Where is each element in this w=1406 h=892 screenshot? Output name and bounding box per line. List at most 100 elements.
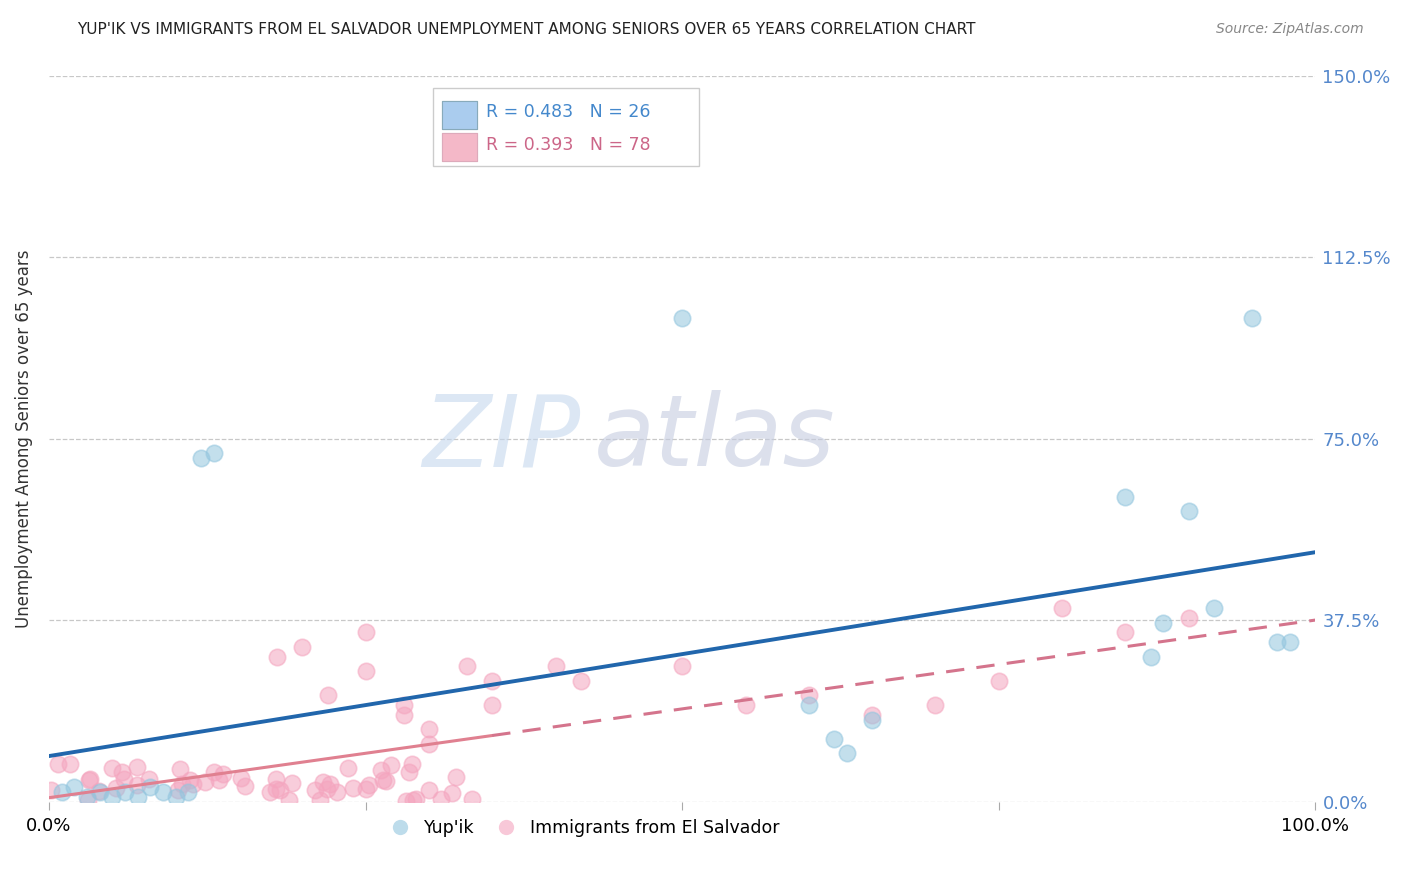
- Point: [544, 659, 567, 673]
- Point: [357, 778, 380, 792]
- FancyBboxPatch shape: [441, 133, 477, 161]
- Point: [336, 761, 359, 775]
- Text: R = 0.393   N = 78: R = 0.393 N = 78: [486, 136, 651, 153]
- Point: [405, 792, 427, 806]
- Point: [316, 689, 339, 703]
- FancyBboxPatch shape: [441, 101, 477, 128]
- Point: [304, 783, 326, 797]
- Point: [127, 778, 149, 792]
- Point: [169, 762, 191, 776]
- Point: [177, 785, 200, 799]
- Point: [77, 772, 100, 787]
- Point: [860, 713, 883, 727]
- Point: [987, 673, 1010, 688]
- Point: [179, 773, 201, 788]
- Point: [202, 446, 225, 460]
- Point: [370, 763, 392, 777]
- Point: [1178, 504, 1201, 518]
- Y-axis label: Unemployment Among Seniors over 65 years: Unemployment Among Seniors over 65 years: [15, 250, 32, 628]
- Point: [89, 785, 111, 799]
- Point: [152, 785, 174, 799]
- Point: [76, 790, 98, 805]
- Point: [278, 793, 301, 807]
- Point: [671, 659, 693, 673]
- Point: [398, 764, 420, 779]
- Point: [269, 783, 291, 797]
- Point: [315, 781, 337, 796]
- Point: [354, 625, 377, 640]
- Point: [212, 767, 235, 781]
- Point: [139, 780, 162, 795]
- FancyBboxPatch shape: [441, 133, 477, 161]
- Point: [373, 772, 395, 787]
- Point: [46, 756, 69, 771]
- Point: [204, 765, 226, 780]
- Point: [456, 659, 478, 673]
- Point: [127, 790, 149, 805]
- Point: [860, 707, 883, 722]
- Point: [734, 698, 756, 712]
- Point: [569, 673, 592, 688]
- Point: [309, 793, 332, 807]
- FancyBboxPatch shape: [433, 88, 699, 166]
- Point: [1114, 625, 1136, 640]
- Point: [1178, 611, 1201, 625]
- Point: [208, 773, 231, 788]
- Point: [312, 775, 335, 789]
- Point: [51, 785, 73, 799]
- Legend: Yup'ik, Immigrants from El Salvador: Yup'ik, Immigrants from El Salvador: [375, 813, 786, 844]
- Point: [266, 772, 288, 786]
- Text: YUP'IK VS IMMIGRANTS FROM EL SALVADOR UNEMPLOYMENT AMONG SENIORS OVER 65 YEARS C: YUP'IK VS IMMIGRANTS FROM EL SALVADOR UN…: [77, 22, 976, 37]
- Point: [167, 782, 190, 797]
- Point: [89, 783, 111, 797]
- Point: [924, 698, 946, 712]
- Text: Source: ZipAtlas.com: Source: ZipAtlas.com: [1216, 22, 1364, 37]
- Point: [1241, 310, 1264, 325]
- Point: [1050, 601, 1073, 615]
- Point: [39, 783, 62, 797]
- Point: [1114, 490, 1136, 504]
- Point: [402, 793, 425, 807]
- Point: [395, 794, 418, 808]
- Point: [291, 640, 314, 654]
- Point: [326, 785, 349, 799]
- Point: [342, 781, 364, 796]
- Point: [460, 792, 482, 806]
- Point: [1279, 635, 1302, 649]
- Point: [101, 761, 124, 775]
- Point: [835, 747, 858, 761]
- Point: [319, 777, 342, 791]
- Point: [77, 793, 100, 807]
- Point: [114, 785, 136, 799]
- Point: [194, 774, 217, 789]
- Point: [823, 731, 845, 746]
- Point: [59, 757, 82, 772]
- Point: [111, 764, 134, 779]
- Point: [481, 673, 503, 688]
- Point: [233, 779, 256, 793]
- Text: R = 0.483   N = 26: R = 0.483 N = 26: [486, 103, 651, 120]
- Point: [671, 310, 693, 325]
- Point: [444, 770, 467, 784]
- Point: [231, 772, 253, 786]
- Point: [1139, 649, 1161, 664]
- Point: [375, 774, 398, 789]
- Point: [418, 782, 440, 797]
- Point: [1204, 601, 1226, 615]
- Point: [112, 772, 135, 786]
- Point: [280, 776, 302, 790]
- Point: [264, 782, 287, 797]
- Point: [104, 781, 127, 796]
- Point: [138, 772, 160, 786]
- Point: [259, 785, 281, 799]
- Point: [101, 790, 124, 805]
- Point: [1267, 635, 1289, 649]
- FancyBboxPatch shape: [441, 101, 477, 128]
- Point: [354, 664, 377, 678]
- Point: [797, 698, 820, 712]
- Point: [418, 723, 440, 737]
- Point: [401, 757, 423, 772]
- Point: [181, 777, 204, 791]
- Point: [354, 781, 377, 796]
- Point: [190, 451, 212, 466]
